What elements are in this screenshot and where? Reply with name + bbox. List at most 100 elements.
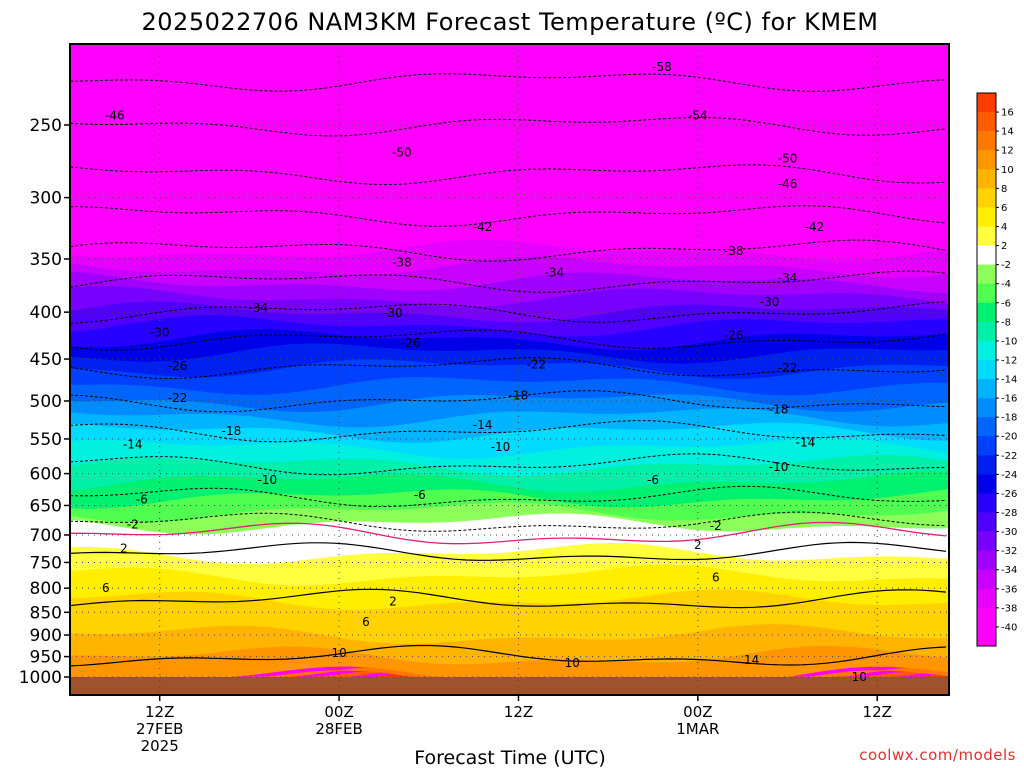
contour-label: -22	[778, 361, 798, 375]
colorbar-swatch	[977, 531, 996, 551]
contour-label: 2	[389, 594, 397, 608]
y-tick-label: 250	[30, 116, 62, 136]
colorbar-swatch	[977, 398, 996, 418]
contour-line	[69, 420, 947, 443]
colorbar-label: -34	[1001, 565, 1017, 576]
contour-label: -18	[222, 424, 242, 438]
contour-line	[69, 588, 947, 609]
colorbar-swatch	[977, 493, 996, 513]
contour-label: 2	[120, 541, 128, 555]
colorbar-swatch	[977, 207, 996, 227]
contour-label: -42	[805, 220, 825, 234]
contour-line	[69, 329, 947, 351]
contour-label: -34	[545, 265, 565, 279]
contour-line	[69, 117, 947, 137]
colorbar-swatch	[977, 302, 996, 323]
contour-label: -6	[414, 488, 426, 502]
contour-label: -2	[710, 519, 722, 533]
colorbar-swatch	[977, 93, 996, 113]
contour-label: -26	[401, 336, 421, 350]
colorbar-label: -36	[1001, 584, 1017, 595]
contour-label: -30	[150, 326, 170, 340]
colorbar-swatch	[977, 512, 996, 532]
contour-label: -14	[796, 436, 816, 450]
colorbar-label: 6	[1001, 203, 1007, 214]
colorbar-swatch	[977, 626, 996, 647]
colorbar-label: -14	[1001, 375, 1017, 386]
y-tick-label: 850	[30, 603, 62, 623]
contour-label: 14	[744, 653, 759, 667]
contour-line	[69, 301, 947, 324]
colorbar-label: 12	[1001, 146, 1014, 157]
x-axis-label: Forecast Time (UTC)	[414, 747, 605, 768]
contour-label: -10	[491, 440, 511, 454]
contour-label: -14	[473, 418, 493, 432]
y-tick-label: 600	[30, 465, 62, 485]
contour-label: -26	[168, 359, 188, 373]
contour-line	[69, 511, 947, 532]
contour-line	[69, 390, 947, 413]
colorbar-swatch	[977, 112, 996, 132]
colorbar-label: 4	[1001, 222, 1007, 233]
x-tick-label: 2025	[141, 737, 179, 755]
colorbar-label: -4	[1001, 279, 1011, 290]
y-tick-label: 300	[30, 189, 62, 209]
contour-label: -50	[392, 146, 412, 160]
contour-label: 6	[712, 571, 720, 585]
contour-label: -18	[769, 403, 789, 417]
contour-label: -10	[258, 473, 278, 487]
colorbar-swatch	[977, 417, 996, 437]
colorbar-swatch	[977, 607, 996, 628]
colorbar-swatch	[977, 188, 996, 208]
y-tick-label: 500	[30, 392, 62, 412]
y-axis: 250 300 350 400 450 500 550 600 650 700 750 800 850 9…	[19, 116, 70, 688]
contour-line	[69, 541, 947, 561]
contour-line	[69, 164, 947, 186]
contour-label: -6	[647, 473, 659, 487]
contour-line	[69, 239, 947, 262]
y-tick-label: 400	[30, 303, 62, 323]
colorbar-label: -40	[1001, 622, 1017, 633]
x-tick-label: 00Z	[324, 703, 353, 721]
contour-label: 10	[565, 656, 580, 670]
plot-area: -58 -54 -46 -50 -50 -46 -42 -42 -38 -38 -34 -34 -34 -…	[69, 43, 950, 696]
colorbar-swatch	[977, 359, 996, 380]
colorbar-label: 16	[1001, 108, 1014, 119]
colorbar-swatch	[977, 150, 996, 170]
colorbar-label: -24	[1001, 470, 1017, 481]
temperature-bands	[69, 221, 950, 691]
contour-label: -58	[652, 60, 672, 74]
colorbar-label: 2	[1001, 241, 1007, 252]
contour-labels: -58 -54 -46 -50 -50 -46 -42 -42 -38 -38 -34 -34 -34 -…	[102, 60, 867, 684]
colorbar-swatch	[977, 169, 996, 189]
colorbar-swatch	[977, 379, 996, 399]
contour-label: -2	[127, 518, 139, 532]
colorbar-label: -12	[1001, 355, 1017, 366]
colorbar-label: -8	[1001, 317, 1011, 328]
colorbar-label: -38	[1001, 603, 1017, 614]
colorbar-swatch	[977, 455, 996, 475]
contour-line	[69, 453, 947, 476]
contour-label: -42	[473, 220, 493, 234]
colorbar-swatch	[977, 550, 996, 571]
x-tick-label: 12Z	[863, 703, 892, 721]
colorbar-label: -22	[1001, 451, 1017, 462]
contour-label: -26	[724, 328, 744, 342]
contour-label: -54	[688, 108, 708, 122]
colorbar-swatch	[977, 283, 996, 304]
contour-label: -30	[383, 306, 403, 320]
contour-line	[69, 644, 947, 667]
colorbar-label: -32	[1001, 546, 1017, 557]
chart-title: 2025022706 NAM3KM Forecast Temperature (…	[142, 8, 879, 36]
colorbar-label: -6	[1001, 298, 1011, 309]
contour-label: -46	[105, 108, 125, 122]
contour-label: -22	[168, 391, 188, 405]
colorbar-label: -26	[1001, 489, 1017, 500]
colorbar-frame	[976, 92, 997, 647]
x-tick-label: 28FEB	[315, 720, 362, 738]
y-tick-label: 450	[30, 350, 62, 370]
colorbar-label: -28	[1001, 508, 1017, 519]
colorbar-label: -18	[1001, 413, 1017, 424]
